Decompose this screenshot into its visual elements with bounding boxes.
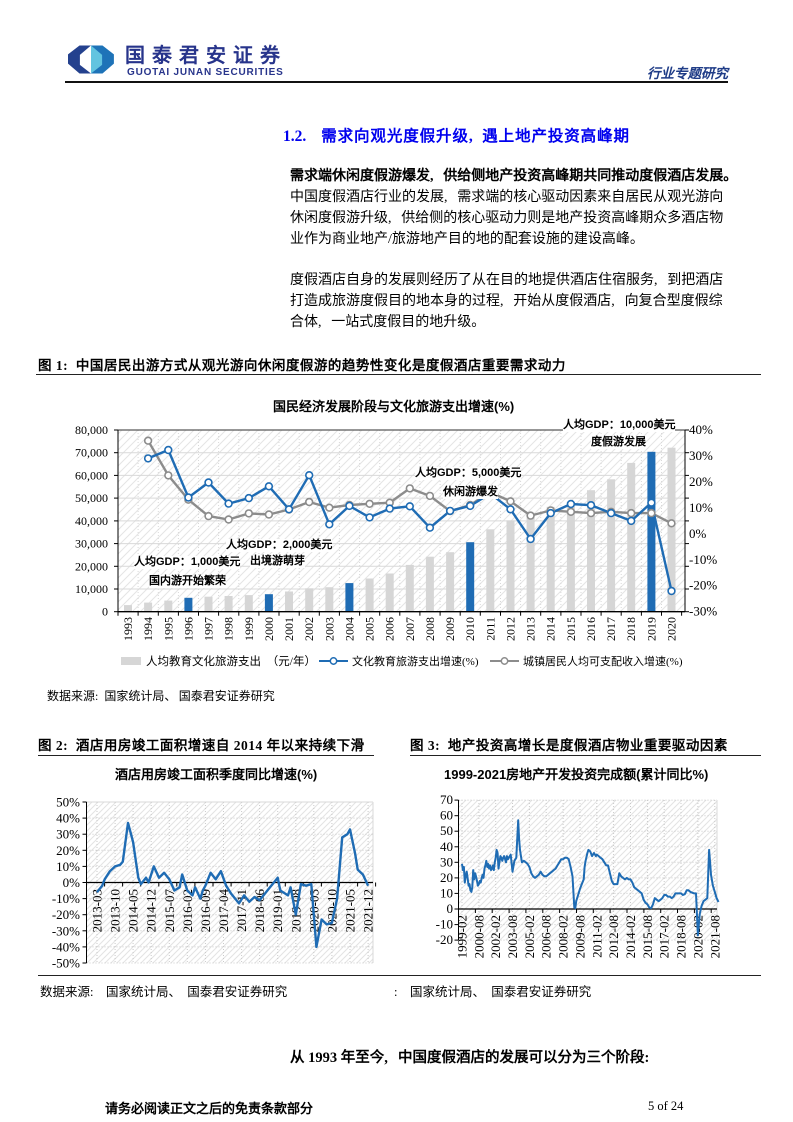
svg-text:2017-04: 2017-04 — [216, 889, 231, 933]
svg-text:10%: 10% — [56, 859, 80, 874]
svg-text:80,000: 80,000 — [75, 423, 108, 437]
svg-text:2020: 2020 — [665, 617, 679, 641]
svg-text:2018: 2018 — [624, 617, 638, 641]
svg-text:40%: 40% — [689, 422, 713, 437]
svg-text:2015-08: 2015-08 — [640, 915, 655, 958]
svg-text:-40%: -40% — [52, 939, 80, 954]
svg-text:1999-02: 1999-02 — [455, 915, 470, 958]
svg-text:2004: 2004 — [342, 617, 356, 641]
svg-text:2011-02: 2011-02 — [589, 915, 604, 958]
svg-text:1998: 1998 — [222, 617, 236, 641]
svg-text:-20: -20 — [436, 932, 453, 947]
svg-text:30: 30 — [440, 854, 453, 869]
svg-text:20,000: 20,000 — [75, 559, 108, 573]
svg-text:2021-12: 2021-12 — [361, 889, 376, 932]
svg-text:1995: 1995 — [161, 617, 175, 641]
svg-text:40,000: 40,000 — [75, 514, 108, 528]
svg-text:40: 40 — [440, 839, 453, 854]
svg-text:2012: 2012 — [504, 617, 518, 641]
svg-text:1996: 1996 — [181, 617, 195, 641]
svg-text:0%: 0% — [689, 526, 707, 541]
svg-text:40%: 40% — [56, 811, 80, 826]
svg-text:60: 60 — [440, 808, 453, 823]
svg-text:1997: 1997 — [202, 617, 216, 641]
svg-text:2021-05: 2021-05 — [343, 889, 358, 932]
svg-text:70,000: 70,000 — [75, 446, 108, 460]
svg-text:2014-05: 2014-05 — [126, 889, 141, 932]
svg-text:城镇居民人均可支配收入增速(%): 城镇居民人均可支配收入增速(%) — [523, 654, 683, 668]
svg-text:2005: 2005 — [363, 617, 377, 641]
svg-text:2006-08: 2006-08 — [539, 915, 554, 958]
svg-text:2012-08: 2012-08 — [606, 915, 621, 958]
svg-text:2019: 2019 — [644, 617, 658, 641]
svg-text:2001: 2001 — [282, 617, 296, 641]
svg-text:2005-02: 2005-02 — [522, 915, 537, 958]
svg-text:50: 50 — [440, 823, 453, 838]
svg-text:20%: 20% — [56, 843, 80, 858]
svg-text:2009-08: 2009-08 — [573, 915, 588, 958]
svg-text:2008: 2008 — [423, 617, 437, 641]
svg-text:-30%: -30% — [689, 604, 717, 619]
svg-text:30%: 30% — [56, 827, 80, 842]
svg-text:2007: 2007 — [403, 617, 417, 641]
svg-text:2000-08: 2000-08 — [471, 915, 486, 958]
svg-text:2017: 2017 — [604, 617, 618, 641]
svg-text:50,000: 50,000 — [75, 491, 108, 505]
svg-text:20: 20 — [440, 870, 453, 885]
svg-text:-30%: -30% — [52, 923, 80, 938]
svg-text:-10: -10 — [436, 917, 453, 932]
svg-text:70: 70 — [440, 792, 453, 807]
svg-text:2020-02: 2020-02 — [690, 915, 705, 958]
svg-text:1993: 1993 — [121, 617, 135, 641]
svg-text:2006: 2006 — [383, 617, 397, 641]
svg-text:2016-09: 2016-09 — [198, 889, 213, 932]
svg-text:2000: 2000 — [262, 617, 276, 641]
svg-text:2016: 2016 — [584, 617, 598, 641]
svg-text:2016-02: 2016-02 — [180, 889, 195, 932]
svg-text:0%: 0% — [63, 875, 81, 890]
svg-text:2019-01: 2019-01 — [270, 889, 285, 932]
svg-text:-10%: -10% — [689, 552, 717, 567]
svg-text:2011: 2011 — [483, 617, 497, 641]
svg-text:30%: 30% — [689, 448, 713, 463]
svg-text:-20%: -20% — [689, 578, 717, 593]
svg-text:2014-02: 2014-02 — [623, 915, 638, 958]
svg-text:2002-02: 2002-02 — [488, 915, 503, 958]
svg-text:2017-11: 2017-11 — [234, 889, 249, 932]
svg-text:2017-02: 2017-02 — [657, 915, 672, 958]
svg-text:-10%: -10% — [52, 891, 80, 906]
svg-text:50%: 50% — [56, 795, 80, 810]
svg-text:文化教育旅游支出增速(%): 文化教育旅游支出增速(%) — [352, 654, 479, 668]
svg-text:2015-07: 2015-07 — [162, 889, 177, 933]
svg-text:2002: 2002 — [302, 617, 316, 641]
svg-text:2015: 2015 — [564, 617, 578, 641]
svg-text:人均教育文化旅游支出 （元/年）: 人均教育文化旅游支出 （元/年） — [146, 654, 316, 668]
svg-text:2013: 2013 — [524, 617, 538, 641]
svg-text:2018-06: 2018-06 — [252, 889, 267, 933]
svg-text:2003: 2003 — [322, 617, 336, 641]
svg-text:20%: 20% — [689, 474, 713, 489]
svg-text:10,000: 10,000 — [75, 582, 108, 596]
svg-text:2014: 2014 — [544, 617, 558, 641]
svg-text:2008-02: 2008-02 — [556, 915, 571, 958]
svg-text:2014-12: 2014-12 — [144, 889, 159, 932]
svg-text:2010: 2010 — [463, 617, 477, 641]
svg-text:-20%: -20% — [52, 907, 80, 922]
svg-text:-50%: -50% — [52, 956, 80, 971]
svg-text:10: 10 — [440, 885, 453, 900]
svg-text:2003-08: 2003-08 — [505, 915, 520, 958]
svg-text:10%: 10% — [689, 500, 713, 515]
svg-text:0: 0 — [447, 901, 454, 916]
svg-text:2013-03: 2013-03 — [90, 889, 105, 932]
svg-text:2021-08: 2021-08 — [707, 915, 722, 958]
svg-text:2009: 2009 — [443, 617, 457, 641]
svg-text:1999: 1999 — [242, 617, 256, 641]
svg-text:60,000: 60,000 — [75, 468, 108, 482]
svg-text:2013-10: 2013-10 — [108, 889, 123, 932]
svg-text:1994: 1994 — [141, 617, 155, 641]
svg-text:30,000: 30,000 — [75, 537, 108, 551]
svg-text:0: 0 — [102, 605, 108, 619]
svg-text:2018-08: 2018-08 — [674, 915, 689, 958]
